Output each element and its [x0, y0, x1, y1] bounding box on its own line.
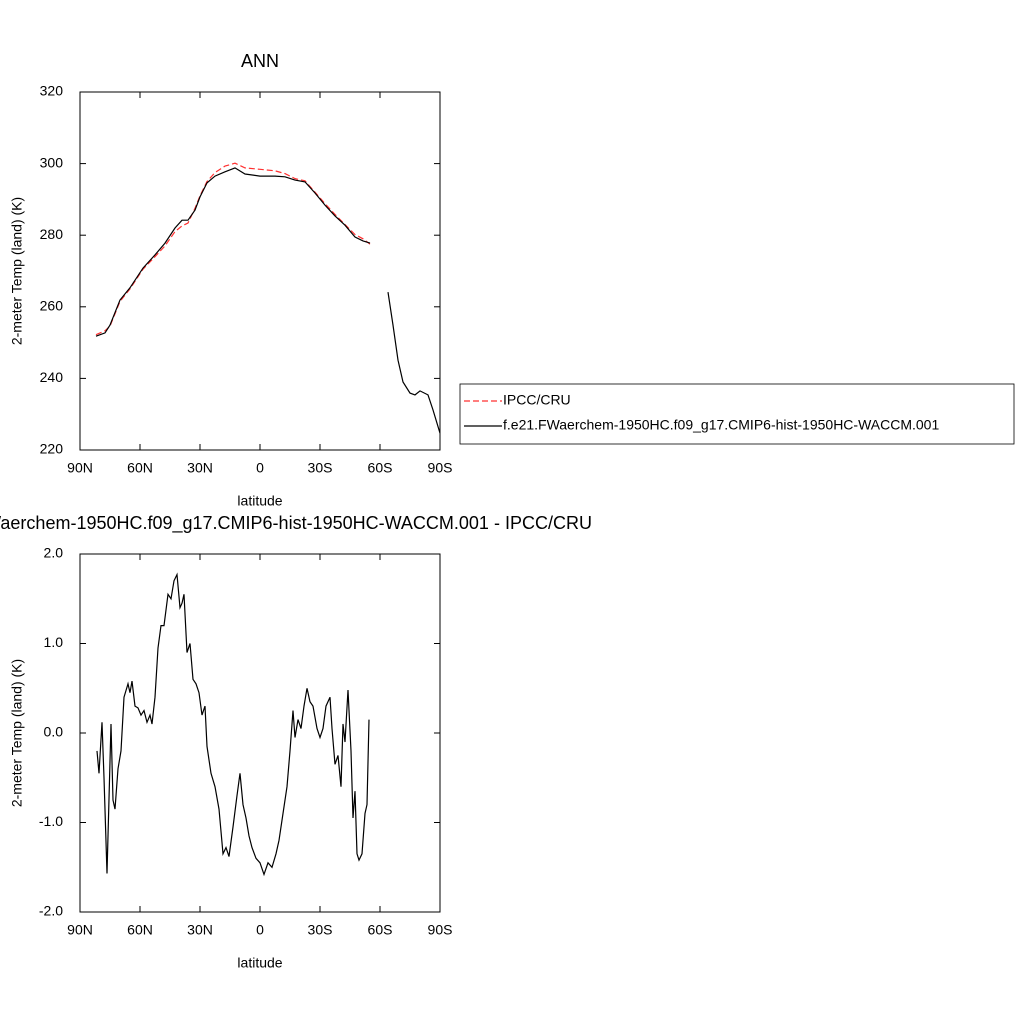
y-tick-label: 220: [40, 441, 64, 457]
legend-label: IPCC/CRU: [503, 392, 571, 408]
y-tick-label: -1.0: [39, 813, 63, 829]
x-tick-label: 0: [256, 922, 264, 938]
x-tick-label: 30N: [187, 922, 213, 938]
x-tick-label: 90N: [67, 460, 93, 476]
x-tick-label: 0: [256, 460, 264, 476]
data-line: [96, 572, 370, 877]
legend-box: [459, 383, 1015, 445]
y-tick-label: 320: [40, 83, 64, 99]
x-tick-label: 60S: [368, 922, 393, 938]
legend: IPCC/CRU f.e21.FWaerchem-1950HC.f09_g17.C…: [459, 383, 1015, 445]
x-tick-label: 60N: [127, 922, 153, 938]
x-tick-label: 30S: [308, 460, 333, 476]
y-tick-label: 280: [40, 226, 64, 242]
y-tick-label: 240: [40, 369, 64, 385]
legend-label: f.e21.FWaerchem-1950HC.f09_g17.CMIP6-his…: [503, 417, 939, 433]
x-tick-label: 30S: [308, 922, 333, 938]
x-tick-label: 30N: [187, 460, 213, 476]
x-tick-label: 90S: [428, 922, 453, 938]
y-tick-label: 0.0: [44, 724, 64, 740]
y-tick-label: 1.0: [44, 634, 64, 650]
plot-frame: [79, 553, 441, 913]
x-axis-label: latitude: [237, 955, 282, 971]
data-line: [95, 167, 441, 434]
data-line: [95, 162, 371, 336]
y-axis-label: 2-meter Temp (land) (K): [9, 659, 25, 807]
y-tick-label: -2.0: [39, 903, 63, 919]
chart-title: ANN: [241, 51, 279, 71]
x-axis-label: latitude: [237, 493, 282, 509]
x-tick-label: 60N: [127, 460, 153, 476]
x-tick-label: 60S: [368, 460, 393, 476]
x-tick-label: 90N: [67, 922, 93, 938]
y-tick-label: 2.0: [44, 545, 64, 561]
y-tick-label: 260: [40, 298, 64, 314]
x-tick-label: 90S: [428, 460, 453, 476]
y-tick-label: 300: [40, 154, 64, 170]
plot-frame: [79, 91, 441, 451]
y-axis-label: 2-meter Temp (land) (K): [9, 197, 25, 345]
chart-title: f.e21.FWaerchem-1950HC.f09_g17.CMIP6-his…: [0, 513, 592, 534]
